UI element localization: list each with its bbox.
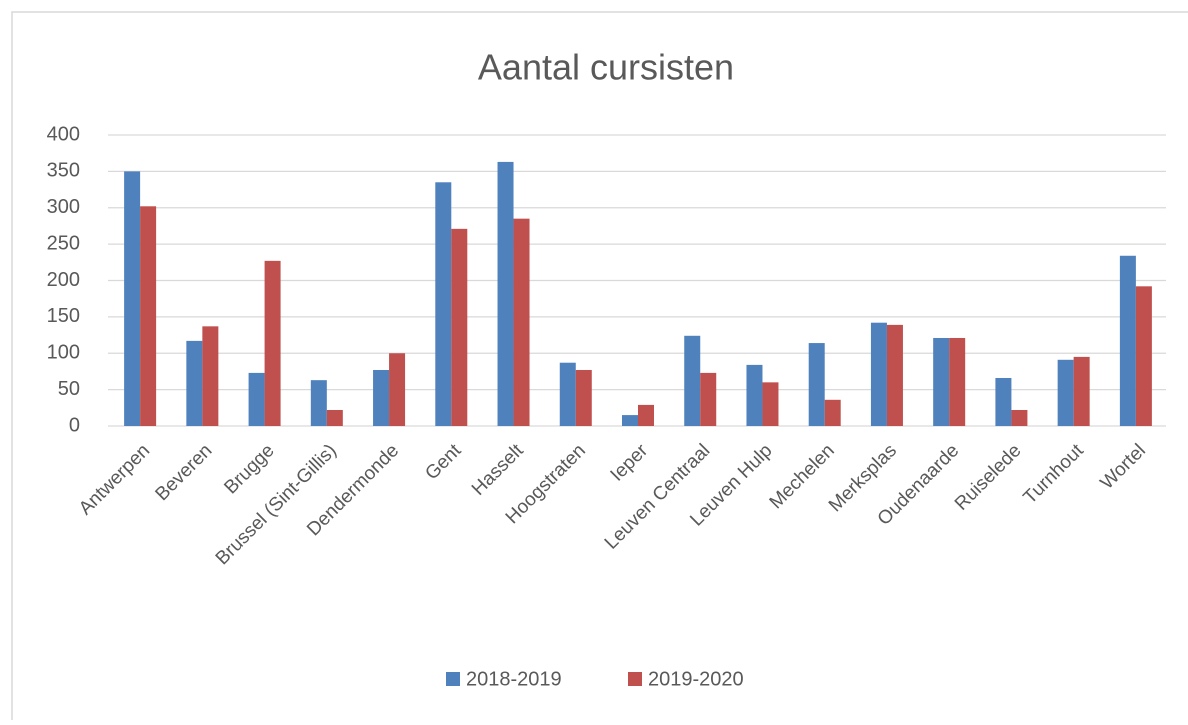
y-tick-label: 350 xyxy=(47,160,80,182)
bar xyxy=(1011,409,1028,426)
bar xyxy=(186,340,203,426)
bar xyxy=(1057,359,1074,426)
bar xyxy=(264,260,281,426)
bar xyxy=(1135,286,1152,426)
y-tick-label: 100 xyxy=(47,342,80,364)
bar xyxy=(949,337,966,426)
bar xyxy=(1073,356,1090,426)
legend-label: 2019-2020 xyxy=(648,668,744,690)
x-tick-label: Ruiselede xyxy=(951,440,1026,515)
y-tick-label: 300 xyxy=(47,196,80,218)
x-tick-label: Brugge xyxy=(220,440,278,498)
bar xyxy=(933,337,950,426)
bar xyxy=(140,206,157,426)
x-tick-label: Antwerpen xyxy=(75,440,154,519)
bar xyxy=(870,322,887,426)
x-tick-label: Wortel xyxy=(1097,440,1150,493)
legend-swatch xyxy=(446,672,460,686)
bar xyxy=(746,364,763,426)
bar xyxy=(389,353,406,426)
bar xyxy=(886,324,903,426)
chart-title: Aantal cursisten xyxy=(478,47,734,88)
y-tick-label: 400 xyxy=(47,123,80,145)
bar xyxy=(700,372,717,426)
bar xyxy=(575,369,592,426)
x-tick-label: Leuven Centraal xyxy=(601,440,714,553)
y-tick-label: 0 xyxy=(69,414,80,436)
x-tick-label: Ieper xyxy=(607,440,653,486)
x-tick-label: Brussel (Sint-Gillis) xyxy=(212,440,341,569)
bar xyxy=(684,335,701,426)
bar xyxy=(622,415,638,426)
x-tick-label: Hasselt xyxy=(468,440,528,500)
y-tick-label: 150 xyxy=(47,305,80,327)
bar xyxy=(435,182,452,426)
bar xyxy=(762,382,779,426)
bar xyxy=(824,399,841,426)
bar xyxy=(248,372,265,426)
legend-label: 2018-2019 xyxy=(466,668,562,690)
bar xyxy=(995,377,1012,426)
bar xyxy=(638,404,654,426)
bar xyxy=(513,218,530,426)
bar xyxy=(559,362,576,426)
bar xyxy=(124,171,141,426)
bar xyxy=(326,409,343,426)
x-tick-label: Beveren xyxy=(152,440,217,505)
y-tick-label: 200 xyxy=(47,269,80,291)
chart-border xyxy=(11,11,1188,725)
y-tick-label: 250 xyxy=(47,232,80,254)
y-tick-label: 50 xyxy=(58,378,80,400)
bar xyxy=(808,343,825,426)
bar xyxy=(497,161,514,427)
legend-swatch xyxy=(628,672,642,686)
bar xyxy=(202,326,219,426)
x-tick-label: Gent xyxy=(421,440,465,484)
x-tick-label: Turnhout xyxy=(1020,440,1089,509)
bar xyxy=(451,228,468,426)
bar xyxy=(373,369,390,426)
bar xyxy=(1119,255,1136,426)
bar xyxy=(310,380,327,426)
